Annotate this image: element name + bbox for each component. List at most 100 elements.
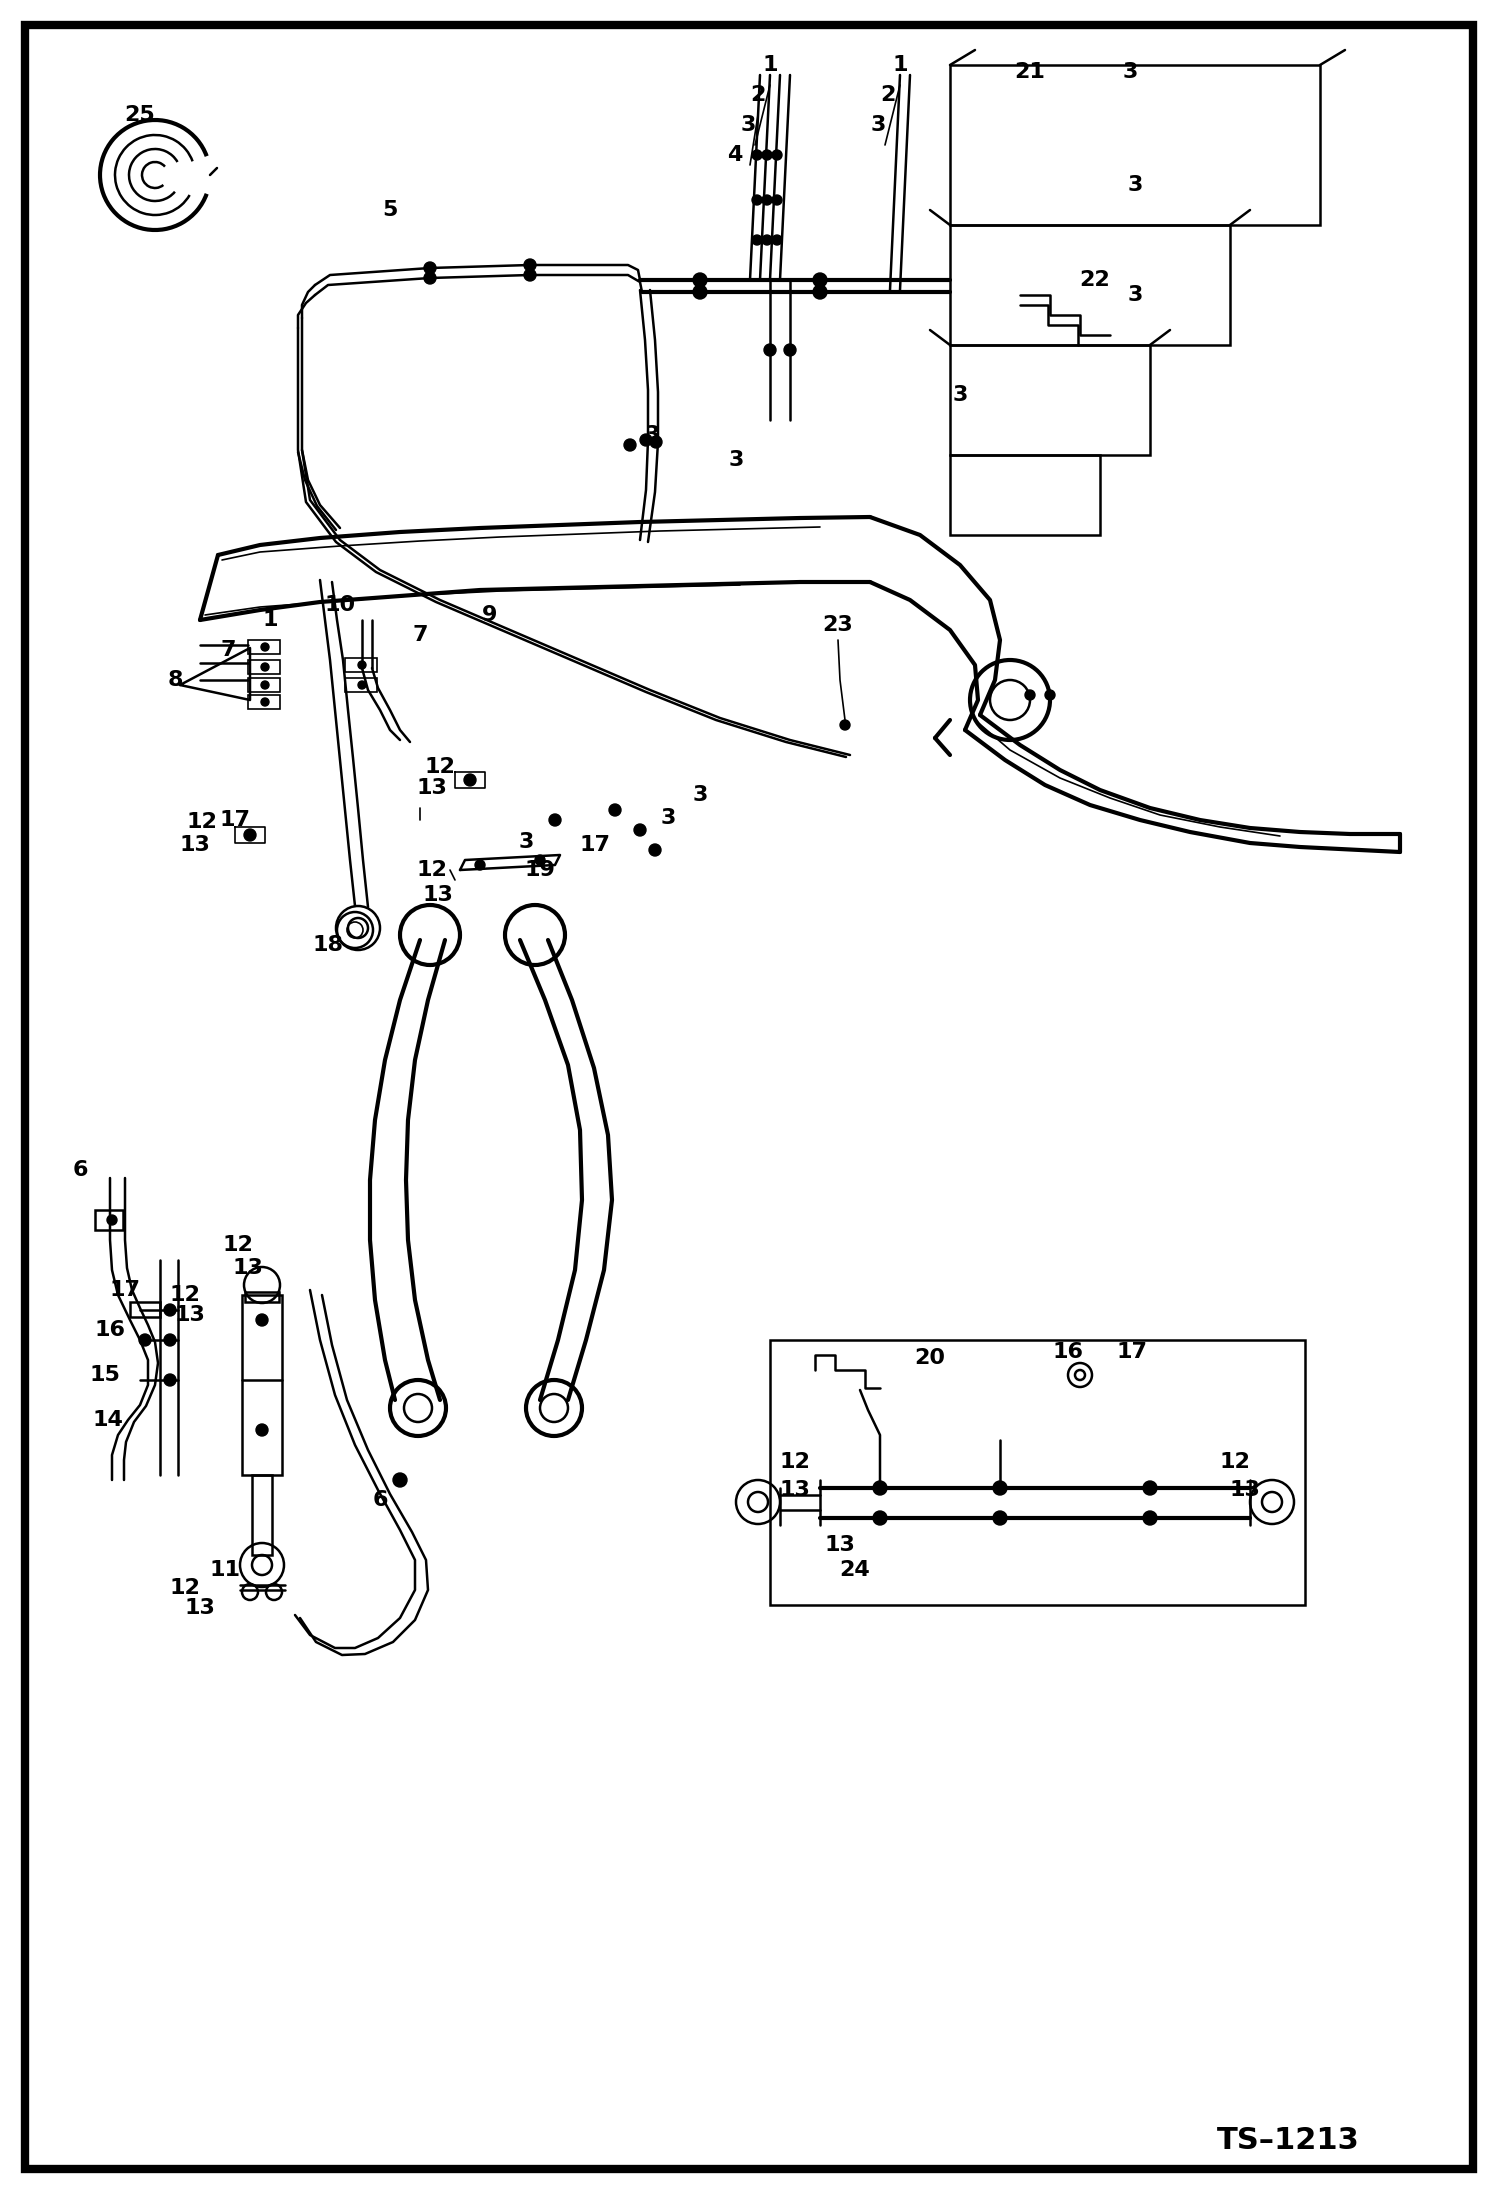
- Text: 13: 13: [416, 779, 448, 799]
- Text: TS–1213: TS–1213: [1218, 2126, 1360, 2155]
- Bar: [950, 226, 1230, 344]
- Text: 13: 13: [1230, 1481, 1260, 1501]
- Text: 1: 1: [262, 610, 277, 630]
- Text: 12: 12: [424, 757, 455, 777]
- Text: 13: 13: [422, 884, 454, 904]
- Text: 2: 2: [881, 86, 896, 105]
- Circle shape: [762, 235, 771, 246]
- Circle shape: [752, 195, 762, 204]
- Bar: [249, 641, 280, 654]
- Bar: [249, 660, 280, 674]
- Text: 13: 13: [184, 1597, 216, 1617]
- Circle shape: [1046, 689, 1055, 700]
- Text: 25: 25: [124, 105, 156, 125]
- Text: 3: 3: [1128, 285, 1143, 305]
- Text: 24: 24: [839, 1560, 870, 1580]
- Circle shape: [163, 1303, 175, 1316]
- Circle shape: [694, 272, 707, 287]
- Text: 19: 19: [524, 860, 556, 880]
- Text: 6: 6: [72, 1161, 88, 1180]
- Circle shape: [993, 1512, 1007, 1525]
- Circle shape: [261, 698, 270, 706]
- Text: 12: 12: [416, 860, 448, 880]
- Circle shape: [424, 261, 436, 274]
- Circle shape: [424, 272, 436, 283]
- Text: 13: 13: [779, 1481, 810, 1501]
- Text: 12: 12: [779, 1452, 810, 1472]
- Circle shape: [783, 344, 795, 355]
- Text: 12: 12: [169, 1577, 201, 1597]
- Bar: [345, 678, 377, 691]
- Bar: [345, 658, 377, 671]
- Circle shape: [813, 285, 827, 298]
- Circle shape: [752, 149, 762, 160]
- Circle shape: [475, 860, 485, 871]
- Text: 12: 12: [1219, 1452, 1251, 1472]
- Circle shape: [625, 439, 637, 452]
- Text: 3: 3: [692, 785, 707, 805]
- Text: 3: 3: [661, 807, 676, 827]
- Text: 1: 1: [893, 55, 908, 75]
- Text: 17: 17: [109, 1279, 141, 1301]
- Text: 12: 12: [169, 1286, 201, 1305]
- Text: 20: 20: [914, 1347, 945, 1369]
- Text: 10: 10: [325, 595, 355, 614]
- Text: 14: 14: [93, 1411, 123, 1430]
- Circle shape: [106, 1215, 117, 1224]
- Text: 3: 3: [1122, 61, 1137, 81]
- Circle shape: [762, 195, 771, 204]
- Circle shape: [535, 856, 545, 864]
- Circle shape: [1143, 1481, 1156, 1494]
- Text: 9: 9: [482, 606, 497, 625]
- Circle shape: [163, 1334, 175, 1345]
- Text: 17: 17: [580, 836, 611, 856]
- Circle shape: [649, 845, 661, 856]
- Circle shape: [873, 1481, 887, 1494]
- Text: 12: 12: [223, 1235, 253, 1255]
- Text: 13: 13: [180, 836, 210, 856]
- Text: 1: 1: [762, 55, 777, 75]
- Circle shape: [650, 437, 662, 448]
- Circle shape: [771, 235, 782, 246]
- Text: 3: 3: [740, 114, 755, 136]
- Circle shape: [694, 285, 707, 298]
- Text: 23: 23: [822, 614, 854, 634]
- Circle shape: [358, 660, 366, 669]
- Text: 3: 3: [870, 114, 885, 136]
- Circle shape: [256, 1314, 268, 1325]
- Text: 3: 3: [518, 832, 533, 851]
- Text: 8: 8: [168, 669, 183, 689]
- Circle shape: [762, 149, 771, 160]
- Text: 13: 13: [175, 1305, 205, 1325]
- Bar: [243, 1294, 282, 1474]
- Text: 3: 3: [953, 384, 968, 406]
- Text: 13: 13: [824, 1536, 855, 1556]
- Text: 3: 3: [644, 426, 659, 445]
- Circle shape: [840, 720, 849, 731]
- Bar: [950, 344, 1150, 454]
- Circle shape: [771, 149, 782, 160]
- Bar: [130, 1301, 160, 1316]
- Circle shape: [244, 829, 256, 840]
- Bar: [770, 1341, 1305, 1606]
- Circle shape: [634, 825, 646, 836]
- Text: 17: 17: [220, 810, 250, 829]
- Bar: [246, 1292, 279, 1301]
- Text: 11: 11: [210, 1560, 241, 1580]
- Circle shape: [524, 259, 536, 272]
- Circle shape: [813, 272, 827, 287]
- Text: 3: 3: [728, 450, 743, 470]
- Text: 13: 13: [232, 1257, 264, 1277]
- Circle shape: [139, 1334, 151, 1345]
- Circle shape: [464, 774, 476, 785]
- Bar: [249, 678, 280, 691]
- Text: 17: 17: [1116, 1343, 1147, 1362]
- Circle shape: [261, 663, 270, 671]
- Circle shape: [1025, 689, 1035, 700]
- Circle shape: [358, 680, 366, 689]
- Text: 15: 15: [90, 1365, 120, 1384]
- Text: 21: 21: [1014, 61, 1046, 81]
- Text: 3: 3: [1128, 176, 1143, 195]
- Bar: [94, 1211, 123, 1231]
- Text: 2: 2: [750, 86, 765, 105]
